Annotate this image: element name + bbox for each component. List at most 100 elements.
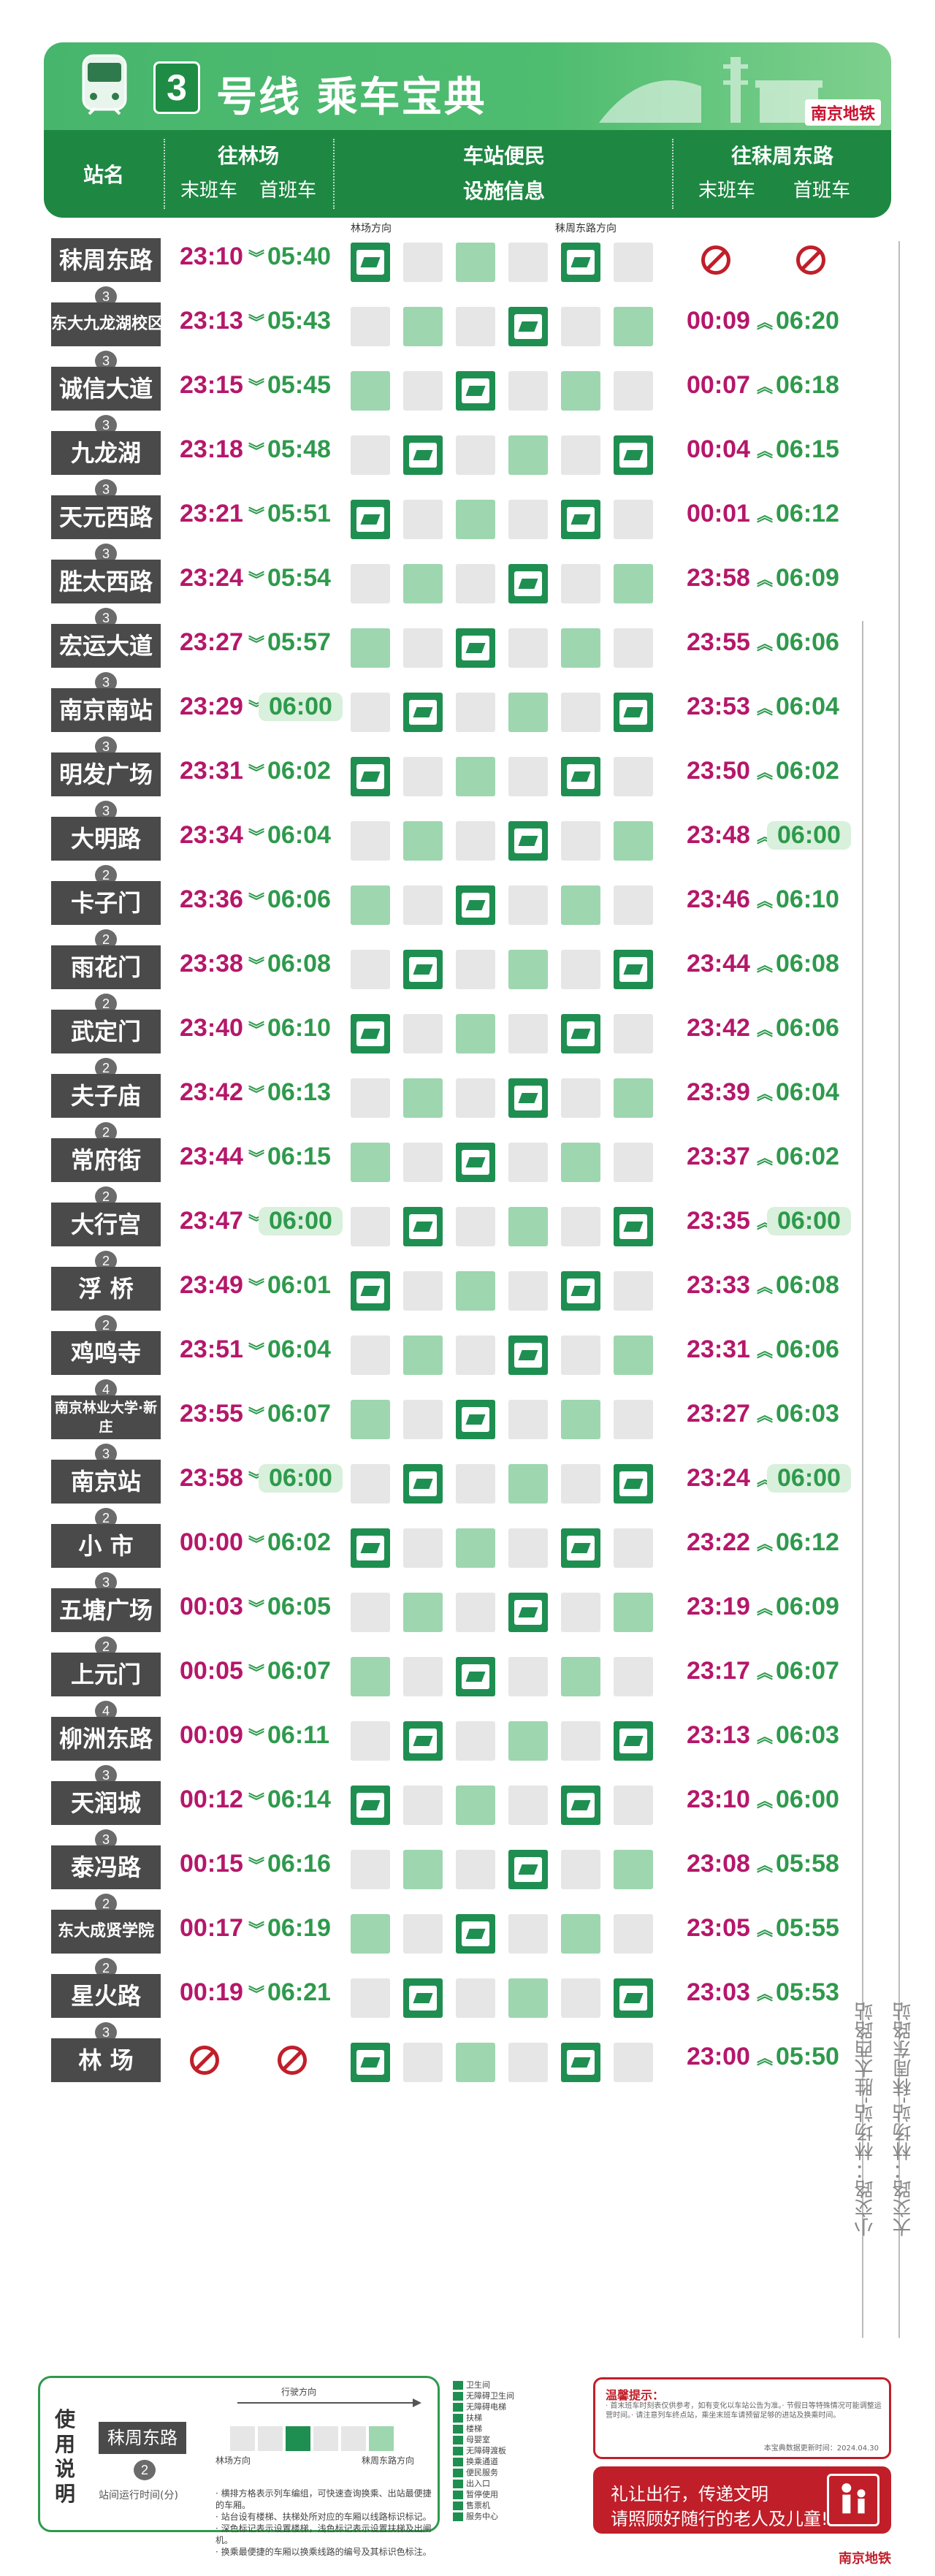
train-car	[561, 243, 600, 282]
station-name: 卡子门	[51, 881, 161, 925]
train-car	[403, 1271, 443, 1311]
legend-swatch-icon	[453, 2447, 463, 2455]
chevron-down-icon: ︾	[248, 378, 265, 397]
first-train-time: 06:01	[267, 1271, 331, 1299]
train-car	[614, 2043, 653, 2082]
last-train-time: 00:12	[180, 1786, 243, 1813]
train-car-diagram	[339, 1140, 668, 1185]
legend-swatch-icon	[453, 2436, 463, 2444]
train-car	[561, 1593, 600, 1632]
train-car	[456, 500, 495, 539]
last-train-time: 00:09	[687, 307, 750, 335]
chevron-down-icon: ︾	[248, 1664, 265, 1683]
chevron-up-icon: ︽	[757, 957, 774, 975]
legend-label: 卫生间	[466, 2380, 490, 2390]
first-train-time: 06:14	[267, 1786, 331, 1813]
escalator-icon	[514, 828, 542, 853]
train-car	[561, 1271, 600, 1311]
last-train-time: 23:33	[687, 1271, 750, 1299]
first-train-time: 05:40	[267, 243, 331, 270]
col-to-linchang-first: 首班车	[259, 180, 316, 202]
train-car	[456, 1207, 495, 1246]
station-row: 武定门 2 23:40 ︾ 06:10 23:42 ︽ 06:06	[44, 1007, 891, 1078]
legend-swatch-icon	[453, 2512, 463, 2521]
train-car	[614, 1335, 653, 1375]
train-car	[403, 1850, 443, 1889]
first-train-time: 05:50	[776, 2043, 839, 2070]
train-car	[403, 1721, 443, 1761]
train-car	[351, 500, 390, 539]
legend-swatch-icon	[453, 2480, 463, 2488]
col-facilities-2: 设施信息	[462, 179, 545, 203]
last-train-time: 23:55	[687, 628, 750, 656]
train-car	[614, 1207, 653, 1246]
first-train-time: 06:15	[776, 435, 839, 463]
train-car-diagram	[339, 754, 668, 799]
chevron-up-icon: ︽	[757, 1793, 774, 1811]
col-to-linchang: 往林场	[217, 144, 279, 168]
station-row: 柳洲东路 3 00:09 ︾ 06:11 23:13 ︽ 06:03	[44, 1714, 891, 1786]
first-train-time: 05:54	[267, 564, 331, 592]
usage-interval-badge: 2	[134, 2460, 156, 2480]
last-train-time: 23:15	[180, 371, 243, 399]
station-name: 雨花门	[51, 945, 161, 989]
train-car	[456, 371, 495, 411]
station-name: 武定门	[51, 1010, 161, 1053]
col-station: 站名	[83, 163, 124, 187]
first-train-time: 06:03	[776, 1400, 839, 1428]
first-train-time: 06:04	[776, 1078, 839, 1106]
escalator-icon	[462, 1407, 489, 1432]
usage-text-line: · 站台设有楼梯、扶梯处所对应的车厢以线路标识标记。	[215, 2512, 432, 2522]
train-car	[614, 1014, 653, 1053]
train-car	[508, 1464, 548, 1504]
legend-swatch-icon	[453, 2491, 463, 2499]
train-car	[351, 1400, 390, 1439]
last-train-time: 23:17	[687, 1657, 750, 1685]
train-car	[456, 1078, 495, 1118]
station-name: 秣周东路	[51, 238, 161, 282]
station-name: 林 场	[51, 2038, 161, 2082]
chevron-up-icon: ︽	[757, 1150, 774, 1168]
train-car	[614, 628, 653, 668]
legend-swatch-icon	[453, 2403, 463, 2412]
train-car-diagram	[339, 1525, 668, 1571]
train-car	[403, 371, 443, 411]
last-train-time: 23:31	[180, 757, 243, 785]
last-train-time: 23:46	[687, 885, 750, 913]
escalator-icon	[356, 1536, 384, 1561]
train-car-diagram	[339, 1975, 668, 2021]
first-train-time: 06:07	[776, 1657, 839, 1685]
station-row: 诚信大道 3 23:15 ︾ 05:45 00:07 ︽ 06:18	[44, 364, 891, 435]
train-car	[561, 950, 600, 989]
train-car	[561, 435, 600, 475]
escalator-icon	[462, 1921, 489, 1946]
train-car	[403, 1464, 443, 1504]
train-car	[614, 1914, 653, 1954]
last-train-time: 00:09	[180, 1721, 243, 1749]
first-train-time: 06:08	[776, 1271, 839, 1299]
train-car	[351, 243, 390, 282]
first-train-time: 06:02	[776, 757, 839, 785]
train-car-diagram	[339, 947, 668, 992]
station-name: 东大九龙湖校区	[51, 302, 161, 346]
last-train-time: 23:24	[180, 564, 243, 592]
escalator-icon	[514, 1343, 542, 1368]
train-car	[351, 1786, 390, 1825]
escalator-icon	[462, 893, 489, 918]
train-car	[351, 1914, 390, 1954]
first-train-time: 06:13	[267, 1078, 331, 1106]
legend-item: 换乘通道	[453, 2455, 498, 2467]
chevron-up-icon: ︽	[757, 1021, 774, 1040]
chevron-down-icon: ︾	[248, 507, 265, 525]
train-car	[403, 307, 443, 346]
train-car	[508, 2043, 548, 2082]
escalator-icon	[567, 1536, 595, 1561]
train-car	[561, 1786, 600, 1825]
train-car	[614, 1850, 653, 1889]
station-name: 大明路	[51, 817, 161, 861]
train-car	[508, 564, 548, 603]
first-train-time: 05:51	[267, 500, 331, 527]
last-train-time: 23:34	[180, 821, 243, 849]
train-car-diagram	[339, 690, 668, 735]
station-name: 大行宫	[51, 1203, 161, 1246]
